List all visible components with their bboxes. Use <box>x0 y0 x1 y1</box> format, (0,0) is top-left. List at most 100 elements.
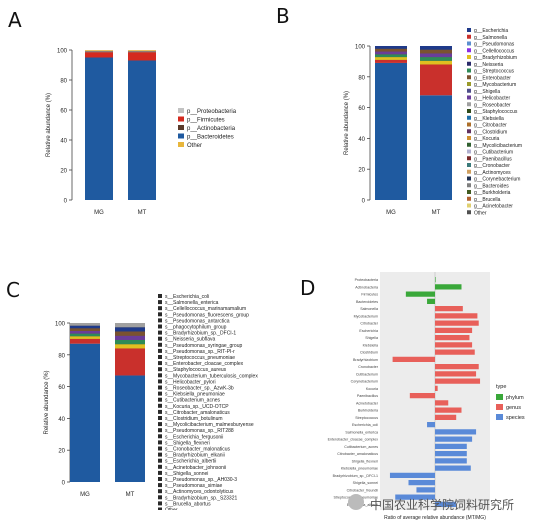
category-label: Clostridium <box>360 351 378 355</box>
bar <box>416 487 435 493</box>
legend-label: g__Bacteroides <box>474 183 509 189</box>
bar-segment <box>375 62 407 200</box>
legend-swatch <box>158 391 162 396</box>
bar-segment <box>115 375 145 482</box>
legend-label: s__Shigella_sonnei <box>165 471 208 477</box>
legend-label: s__Clostridium_botulinum <box>165 416 223 422</box>
legend-label: s__phagocytophilum_group <box>165 325 227 331</box>
bar <box>435 342 473 348</box>
bar-segment <box>115 327 145 332</box>
legend-swatch <box>467 176 471 181</box>
bar <box>435 277 436 283</box>
legend-swatch <box>467 102 471 107</box>
x-axis-label: Ratio of average relative abundance (MT/… <box>384 515 486 521</box>
legend-swatch <box>158 495 162 500</box>
legend-swatch <box>467 88 471 93</box>
y-tick-label: 100 <box>57 49 68 55</box>
category-label: Shigella <box>365 336 378 340</box>
legend-swatch <box>158 477 162 481</box>
bar <box>389 472 435 478</box>
legend-swatch <box>158 489 162 494</box>
category-label: Klebsiella <box>363 343 378 347</box>
legend-swatch <box>178 116 184 122</box>
bar-segment <box>70 323 100 326</box>
legend-swatch <box>158 403 162 408</box>
legend-label: g__Enterobacter <box>474 75 511 81</box>
bar <box>435 501 457 507</box>
legend-label: s__Shigella_flexneri <box>165 440 210 446</box>
bar <box>435 465 471 471</box>
y-axis-label: Relative abundance (%) <box>46 93 52 157</box>
bar <box>427 422 435 428</box>
bar-segment <box>420 46 452 50</box>
legend-swatch <box>158 318 162 323</box>
bar-segment <box>70 343 100 482</box>
bar <box>435 371 477 377</box>
legend-swatch <box>467 142 471 147</box>
legend-swatch <box>158 452 162 457</box>
legend-swatch <box>467 163 471 167</box>
legend-label: p__Firmicutes <box>187 118 225 124</box>
legend-label: s__Brucella_abortus <box>165 501 211 507</box>
legend-swatch <box>158 373 162 378</box>
bar-segment <box>70 333 100 337</box>
y-tick-label: 20 <box>58 449 65 455</box>
legend-swatch <box>467 122 471 127</box>
bar <box>435 335 470 341</box>
legend-label: g__Cellellococcus <box>474 48 515 54</box>
legend-swatch <box>467 34 471 39</box>
legend-label: g__Actinomyces <box>474 170 511 176</box>
legend-swatch <box>158 507 162 510</box>
category-label: Bradyrhizobium <box>353 358 378 362</box>
legend-swatch <box>158 458 162 463</box>
y-tick-label: 40 <box>358 137 365 143</box>
legend-label: s__Mycolicibacterium_malmesburyense <box>165 422 254 428</box>
bar-segment <box>375 59 407 63</box>
bar <box>435 400 449 406</box>
y-tick-label: 60 <box>58 385 65 391</box>
bar-segment <box>115 339 145 345</box>
legend-label: species <box>506 415 525 421</box>
legend-label: g__Cutibacterium <box>474 150 513 156</box>
bar-segment <box>115 331 145 336</box>
bar-segment <box>128 50 156 51</box>
legend-label: g__Salmonella <box>474 35 507 41</box>
bar-segment <box>420 53 452 58</box>
legend-swatch <box>158 348 162 353</box>
panel-label-a: A <box>8 8 22 32</box>
bar-segment <box>115 348 145 376</box>
legend-swatch <box>467 203 471 208</box>
legend-swatch <box>158 470 162 475</box>
y-tick-label: 0 <box>62 481 66 487</box>
legend-label: s__Bradyrhizobium_elkanii <box>165 453 225 459</box>
legend-label: p__Bacteroidetes <box>187 135 234 141</box>
category-label: Citrobacter_freundii <box>347 488 379 492</box>
y-tick-label: 80 <box>58 353 65 359</box>
legend-swatch <box>496 394 503 400</box>
legend-label: s__Mycobacterium_tuberculosis_complex <box>165 373 258 379</box>
legend-label: s__Roseobacter_sp._AzwK-3b <box>165 386 234 392</box>
bar-segment <box>85 50 113 52</box>
legend-label: g__Citrobacter <box>474 123 507 129</box>
legend-swatch <box>496 414 503 420</box>
legend-label: g__Corynebacterium <box>474 177 520 183</box>
legend-swatch <box>467 109 471 113</box>
legend-label: s__Kocuria_sp._UCD-OTCP <box>165 404 229 410</box>
legend-label: s__Enterobacter_cloacae_complex <box>165 361 244 367</box>
legend-swatch <box>158 355 162 359</box>
legend-label: s__Pseudomonas_sp._RIT288 <box>165 428 234 434</box>
category-label: Corynebacterium <box>351 380 378 384</box>
legend-swatch <box>158 342 162 347</box>
bar <box>435 378 481 384</box>
legend-swatch <box>467 75 471 80</box>
legend-label: p__Proteobacteria <box>187 109 237 115</box>
bar-segment <box>128 51 156 53</box>
legend-swatch <box>467 82 471 86</box>
legend-label: s__Pseudomonas_antarctica <box>165 318 230 324</box>
x-tick-label: MT <box>432 210 441 216</box>
category-label: Cronobacter <box>358 365 379 369</box>
y-axis-label: Relative abundance (%) <box>44 370 50 434</box>
legend-label: s__Bradyrhizobium_sp._S23321 <box>165 495 237 501</box>
legend-label: genus <box>506 405 521 411</box>
chart-b: 0 20 40 60 80 100 Relative abundance (%) MG MT g_… <box>344 28 522 216</box>
